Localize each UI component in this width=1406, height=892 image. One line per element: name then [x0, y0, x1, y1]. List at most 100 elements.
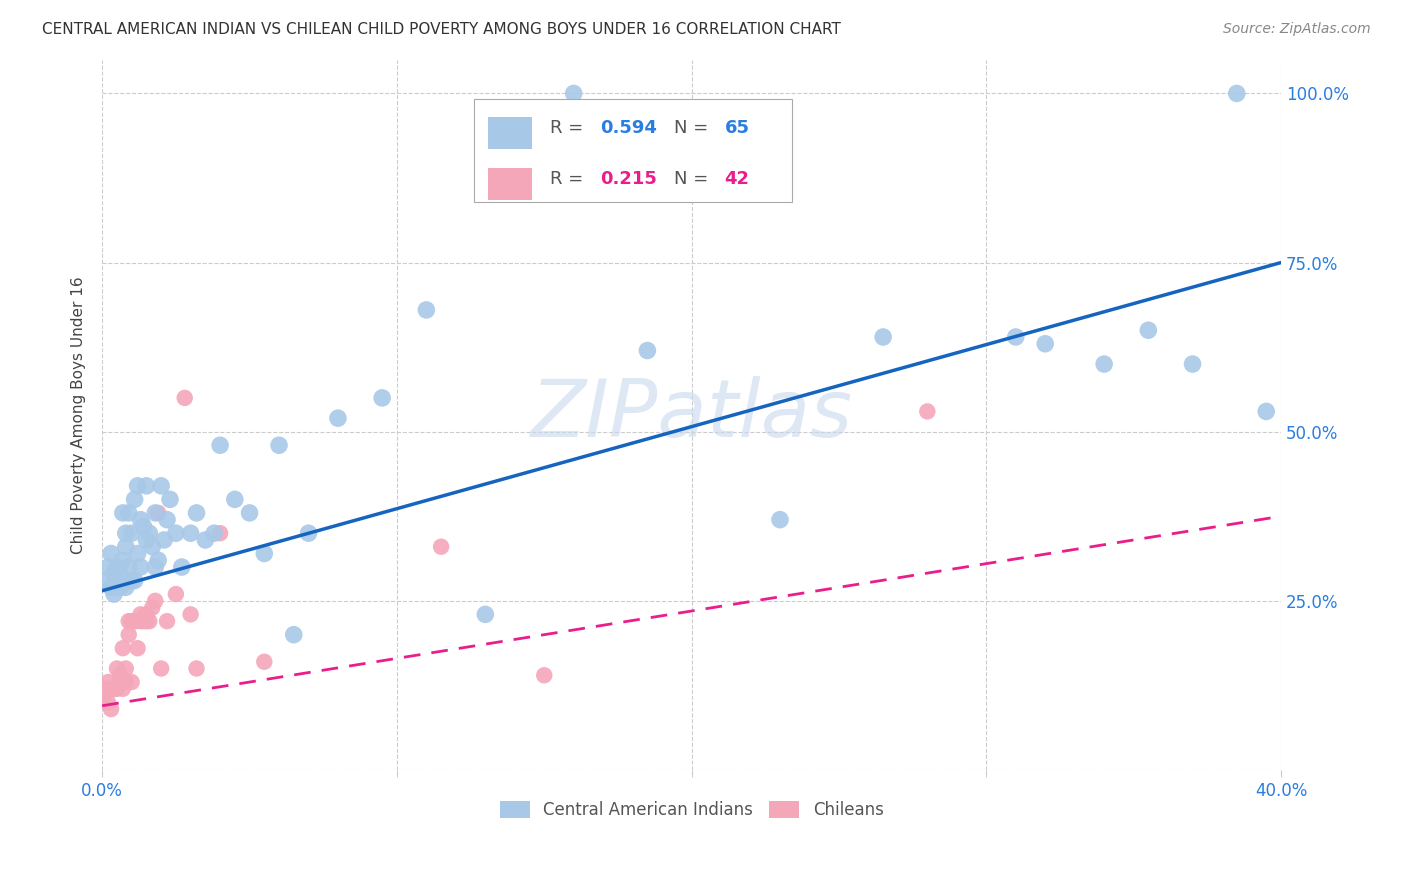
- Text: Source: ZipAtlas.com: Source: ZipAtlas.com: [1223, 22, 1371, 37]
- Point: [118, 560, 141, 574]
- Point: [297, 526, 319, 541]
- Point: [135, 614, 157, 628]
- Point: [121, 614, 143, 628]
- Point: [170, 560, 193, 574]
- Text: ZIPatlas: ZIPatlas: [530, 376, 852, 454]
- Point: [186, 506, 208, 520]
- Point: [111, 553, 134, 567]
- Text: N =: N =: [673, 170, 709, 188]
- Point: [138, 614, 160, 628]
- Point: [1137, 323, 1160, 337]
- Point: [114, 580, 136, 594]
- Point: [103, 587, 125, 601]
- Point: [124, 614, 146, 628]
- Point: [150, 479, 173, 493]
- Point: [186, 661, 208, 675]
- Point: [135, 479, 157, 493]
- Point: [121, 574, 143, 588]
- Point: [156, 513, 179, 527]
- Point: [111, 641, 134, 656]
- Point: [100, 681, 122, 696]
- Point: [769, 513, 792, 527]
- Point: [141, 600, 163, 615]
- Point: [636, 343, 658, 358]
- Point: [148, 506, 170, 520]
- Point: [124, 492, 146, 507]
- Point: [430, 540, 453, 554]
- Point: [108, 580, 131, 594]
- Point: [94, 681, 117, 696]
- Point: [153, 533, 176, 547]
- Point: [1256, 404, 1278, 418]
- Point: [100, 702, 122, 716]
- Point: [108, 566, 131, 581]
- Point: [129, 614, 152, 628]
- Point: [135, 533, 157, 547]
- Point: [156, 614, 179, 628]
- Point: [127, 479, 149, 493]
- Text: N =: N =: [673, 119, 709, 136]
- Point: [150, 661, 173, 675]
- Text: CENTRAL AMERICAN INDIAN VS CHILEAN CHILD POVERTY AMONG BOYS UNDER 16 CORRELATION: CENTRAL AMERICAN INDIAN VS CHILEAN CHILD…: [42, 22, 841, 37]
- Point: [209, 526, 232, 541]
- Point: [148, 553, 170, 567]
- Point: [1033, 336, 1056, 351]
- Point: [202, 526, 225, 541]
- Point: [118, 628, 141, 642]
- Point: [97, 675, 120, 690]
- Y-axis label: Child Poverty Among Boys Under 16: Child Poverty Among Boys Under 16: [72, 276, 86, 554]
- Point: [1181, 357, 1204, 371]
- Point: [267, 438, 290, 452]
- Point: [103, 681, 125, 696]
- Point: [143, 560, 166, 574]
- Point: [415, 302, 437, 317]
- Point: [132, 614, 155, 628]
- Point: [97, 560, 120, 574]
- Text: 42: 42: [724, 170, 749, 188]
- Point: [141, 540, 163, 554]
- Point: [118, 614, 141, 628]
- Point: [474, 607, 496, 622]
- Point: [132, 519, 155, 533]
- Bar: [488, 117, 533, 149]
- Point: [371, 391, 394, 405]
- Point: [127, 641, 149, 656]
- Point: [108, 668, 131, 682]
- Point: [562, 87, 585, 101]
- Point: [1226, 87, 1249, 101]
- Point: [1092, 357, 1115, 371]
- Point: [143, 594, 166, 608]
- Point: [127, 547, 149, 561]
- Point: [209, 438, 232, 452]
- Bar: [488, 168, 533, 201]
- Point: [224, 492, 246, 507]
- Legend: Central American Indians, Chileans: Central American Indians, Chileans: [494, 794, 890, 826]
- Point: [253, 655, 276, 669]
- Point: [180, 607, 202, 622]
- FancyBboxPatch shape: [474, 99, 792, 202]
- Point: [872, 330, 894, 344]
- Point: [135, 607, 157, 622]
- Point: [114, 540, 136, 554]
- Point: [105, 681, 128, 696]
- Point: [238, 506, 260, 520]
- Point: [114, 526, 136, 541]
- Text: R =: R =: [550, 170, 583, 188]
- Point: [533, 668, 555, 682]
- Point: [105, 574, 128, 588]
- Point: [108, 675, 131, 690]
- Point: [103, 566, 125, 581]
- Point: [159, 492, 181, 507]
- Point: [124, 574, 146, 588]
- Point: [105, 560, 128, 574]
- Point: [111, 506, 134, 520]
- Text: 0.215: 0.215: [599, 170, 657, 188]
- Point: [114, 675, 136, 690]
- Point: [94, 574, 117, 588]
- Point: [173, 391, 195, 405]
- Point: [94, 695, 117, 709]
- Point: [326, 411, 349, 425]
- Point: [100, 580, 122, 594]
- Point: [111, 681, 134, 696]
- Point: [121, 526, 143, 541]
